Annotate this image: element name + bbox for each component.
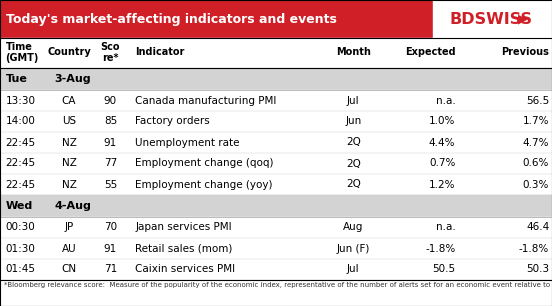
Text: 4.4%: 4.4% xyxy=(429,137,455,147)
Text: 91: 91 xyxy=(104,137,117,147)
Text: 90: 90 xyxy=(104,95,117,106)
Text: Japan services PMI: Japan services PMI xyxy=(135,222,232,233)
Bar xyxy=(0,90,552,111)
Text: 0.6%: 0.6% xyxy=(523,159,549,169)
Text: Tue: Tue xyxy=(6,74,28,84)
Text: Month: Month xyxy=(336,47,371,58)
Text: 1.0%: 1.0% xyxy=(429,117,455,126)
Text: 01:45: 01:45 xyxy=(6,264,35,274)
Text: ▶: ▶ xyxy=(518,13,528,25)
Text: -1.8%: -1.8% xyxy=(519,244,549,253)
Text: 4-Aug: 4-Aug xyxy=(55,201,91,211)
Text: Previous: Previous xyxy=(501,47,549,58)
Bar xyxy=(0,132,552,153)
Bar xyxy=(0,174,552,195)
Text: 2Q: 2Q xyxy=(346,180,360,189)
Text: Retail sales (mom): Retail sales (mom) xyxy=(135,244,232,253)
Text: Jul: Jul xyxy=(347,95,359,106)
Text: Today's market-affecting indicators and events: Today's market-affecting indicators and … xyxy=(6,13,337,25)
Bar xyxy=(0,153,552,174)
Text: US: US xyxy=(62,117,76,126)
Text: 4.7%: 4.7% xyxy=(523,137,549,147)
Text: Jun: Jun xyxy=(345,117,362,126)
Text: BDSWISS: BDSWISS xyxy=(449,12,532,27)
Text: 22:45: 22:45 xyxy=(6,180,36,189)
Text: 14:00: 14:00 xyxy=(6,117,35,126)
Text: n.a.: n.a. xyxy=(436,222,455,233)
Text: 22:45: 22:45 xyxy=(6,137,36,147)
Bar xyxy=(0,259,552,280)
Text: JP: JP xyxy=(65,222,73,233)
Text: 91: 91 xyxy=(104,244,117,253)
Text: Sco
re*: Sco re* xyxy=(100,42,120,63)
Text: 50.5: 50.5 xyxy=(432,264,455,274)
Text: NZ: NZ xyxy=(62,180,76,189)
Text: Aug: Aug xyxy=(343,222,363,233)
Text: -1.8%: -1.8% xyxy=(425,244,455,253)
Text: Canada manufacturing PMI: Canada manufacturing PMI xyxy=(135,95,277,106)
Text: Country: Country xyxy=(47,47,91,58)
Bar xyxy=(0,0,433,38)
Text: 85: 85 xyxy=(104,117,117,126)
Text: 46.4: 46.4 xyxy=(526,222,549,233)
Text: Jul: Jul xyxy=(347,264,359,274)
Text: 56.5: 56.5 xyxy=(526,95,549,106)
Text: 2Q: 2Q xyxy=(346,137,360,147)
Text: 3-Aug: 3-Aug xyxy=(55,74,91,84)
Text: 70: 70 xyxy=(104,222,117,233)
Bar xyxy=(0,217,552,238)
Text: *Bloomberg relevance score:  Measure of the popularity of the economic index, re: *Bloomberg relevance score: Measure of t… xyxy=(4,282,552,288)
Text: 71: 71 xyxy=(104,264,117,274)
Text: Unemployment rate: Unemployment rate xyxy=(135,137,240,147)
Bar xyxy=(433,0,552,38)
Bar xyxy=(0,238,552,259)
Text: 0.7%: 0.7% xyxy=(429,159,455,169)
Bar xyxy=(0,195,552,217)
Text: Time
(GMT): Time (GMT) xyxy=(6,42,39,63)
Text: 50.3: 50.3 xyxy=(526,264,549,274)
Bar xyxy=(0,68,552,90)
Text: 22:45: 22:45 xyxy=(6,159,36,169)
Text: Caixin services PMI: Caixin services PMI xyxy=(135,264,235,274)
Text: Employment change (yoy): Employment change (yoy) xyxy=(135,180,273,189)
Text: 77: 77 xyxy=(104,159,117,169)
Text: Expected: Expected xyxy=(405,47,455,58)
Text: 01:30: 01:30 xyxy=(6,244,35,253)
Text: 1.2%: 1.2% xyxy=(429,180,455,189)
Text: 1.7%: 1.7% xyxy=(523,117,549,126)
Text: n.a.: n.a. xyxy=(436,95,455,106)
Bar xyxy=(0,111,552,132)
Text: 2Q: 2Q xyxy=(346,159,360,169)
Text: AU: AU xyxy=(62,244,76,253)
Text: Jun (F): Jun (F) xyxy=(337,244,370,253)
Text: 13:30: 13:30 xyxy=(6,95,35,106)
Text: CA: CA xyxy=(62,95,76,106)
Bar xyxy=(0,38,552,68)
Text: 00:30: 00:30 xyxy=(6,222,35,233)
Text: Employment change (qoq): Employment change (qoq) xyxy=(135,159,274,169)
Text: 55: 55 xyxy=(104,180,117,189)
Text: 0.3%: 0.3% xyxy=(523,180,549,189)
Text: Indicator: Indicator xyxy=(135,47,184,58)
Text: NZ: NZ xyxy=(62,137,76,147)
Text: Factory orders: Factory orders xyxy=(135,117,210,126)
Text: NZ: NZ xyxy=(62,159,76,169)
Text: Wed: Wed xyxy=(6,201,33,211)
Text: CN: CN xyxy=(61,264,77,274)
